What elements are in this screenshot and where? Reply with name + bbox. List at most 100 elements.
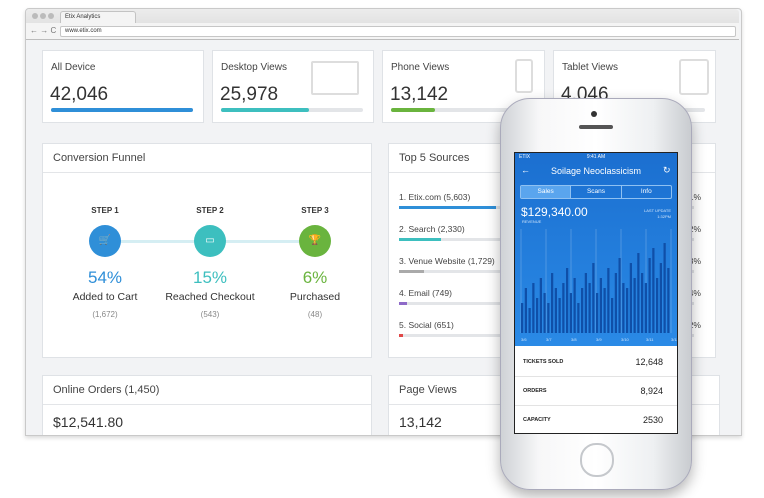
- chart-bar: [562, 283, 565, 333]
- step-percent: 6%: [302, 268, 328, 287]
- progress-fill: [51, 108, 193, 112]
- progress-track: [51, 108, 193, 112]
- chart-bar: [614, 273, 617, 333]
- chart-bar: [618, 258, 621, 333]
- chart-bar: [554, 288, 557, 333]
- source-share: 22%: [683, 224, 701, 234]
- screen-tab[interactable]: Scans: [570, 186, 620, 198]
- update-label: LAST UPDATE: [644, 208, 671, 213]
- source-label: 5. Social (651): [399, 320, 454, 330]
- chart-bar: [528, 308, 531, 333]
- tablet-icon: [679, 59, 709, 95]
- panel-header: Online Orders (1,450): [43, 376, 371, 405]
- chart-date: 3/9: [596, 337, 602, 342]
- step-count: (48): [307, 310, 323, 319]
- chart-bar: [539, 278, 542, 333]
- progress-track: [221, 108, 363, 112]
- nav-buttons[interactable]: ← → C: [30, 26, 57, 35]
- source-label: 2. Search (2,330): [399, 224, 465, 234]
- revenue-label: REVENUE: [522, 219, 542, 224]
- address-bar[interactable]: www.etix.com: [60, 26, 736, 37]
- chart-bar: [521, 303, 524, 333]
- step-percent: 15%: [192, 268, 228, 287]
- step-label: STEP 2: [196, 206, 224, 215]
- step-count: (1,672): [92, 310, 118, 319]
- card-title: All Device: [51, 62, 96, 73]
- stat-label: TICKETS SOLD: [523, 359, 564, 365]
- progress-fill: [221, 108, 310, 112]
- chart-bar: [551, 273, 554, 333]
- chart-bar: [536, 298, 539, 333]
- source-share: 2%: [688, 320, 701, 330]
- chart-bar: [592, 263, 595, 333]
- revenue-chart: 3/6 3/7 3/8 3/9 3/10 3/11 3/12: [520, 229, 677, 342]
- chart-bar: [532, 283, 535, 333]
- screen-tab[interactable]: Info: [620, 186, 671, 198]
- carrier: ETIX: [519, 154, 531, 160]
- window-button[interactable]: [48, 13, 54, 19]
- chart-bar: [637, 253, 640, 333]
- progress-fill: [391, 108, 436, 112]
- chart-bar: [663, 243, 666, 333]
- clock: 9:41 AM: [586, 154, 606, 160]
- stat-card: All Device 42,046: [42, 50, 204, 123]
- chart-bar: [603, 288, 606, 333]
- desktop-icon: [311, 61, 359, 95]
- step-name: Reached Checkout: [165, 291, 255, 303]
- update-time: 1:32PM: [657, 214, 671, 219]
- progress-track: [391, 108, 534, 112]
- source-bar: [399, 270, 424, 273]
- card-value: 25,978: [220, 84, 279, 105]
- tab-bar: Sales Scans Info: [520, 185, 672, 199]
- chart-bar: [599, 278, 602, 333]
- refresh-button[interactable]: ↻: [663, 165, 671, 175]
- phone-screen: ETIX 9:41 AM ← Soilage Neoclassicism ↻ S…: [514, 152, 678, 434]
- step-label: STEP 3: [301, 206, 329, 215]
- source-share: 51%: [683, 192, 701, 202]
- browser-tab[interactable]: Etix Analytics: [60, 11, 136, 23]
- browser-chrome: Etix Analytics ← → C www.etix.com: [26, 9, 739, 40]
- card-value: 42,046: [50, 84, 109, 105]
- source-bar: [399, 206, 496, 209]
- card-title: Tablet Views: [562, 62, 618, 73]
- stat-value: 12,648: [635, 357, 663, 367]
- chart-bar: [543, 293, 546, 333]
- chart-bar: [626, 288, 629, 333]
- home-button[interactable]: [580, 443, 614, 477]
- source-bar: [399, 302, 407, 305]
- source-label: 4. Email (749): [399, 288, 452, 298]
- orders-value: $12,541.80: [53, 414, 124, 430]
- screen-tab[interactable]: Sales: [521, 186, 571, 198]
- phone-icon: [515, 59, 533, 93]
- chart-bar: [659, 263, 662, 333]
- chart-bar: [644, 283, 647, 333]
- window-button[interactable]: [40, 13, 46, 19]
- speaker: [579, 125, 613, 129]
- stat-label: ORDERS: [523, 388, 547, 394]
- panel-title: Online Orders (1,450): [53, 384, 160, 396]
- chart-bar: [569, 293, 572, 333]
- window-button[interactable]: [32, 13, 38, 19]
- revenue: $129,340.00: [521, 205, 588, 219]
- chart-bar: [577, 303, 580, 333]
- source-share: 4%: [688, 288, 701, 298]
- chart-bar: [584, 273, 587, 333]
- funnel-panel: Conversion Funnel STEP 1 🛒 54% Added to Car…: [42, 143, 372, 358]
- chart-bar: [547, 303, 550, 333]
- stat-label: CAPACITY: [523, 417, 551, 423]
- event-title: Soilage Neoclassicism: [550, 166, 642, 176]
- back-button[interactable]: ←: [521, 165, 530, 175]
- pageviews-value: 13,142: [399, 414, 442, 430]
- stat-divider: [515, 405, 677, 406]
- step-percent: 54%: [87, 268, 123, 287]
- chart-bar: [622, 283, 625, 333]
- chart-bar: [611, 298, 614, 333]
- chart-bar: [607, 268, 610, 333]
- step-name: Purchased: [289, 291, 341, 303]
- source-bar: [399, 334, 403, 337]
- step-icon: 🛒: [89, 225, 121, 257]
- step-icon: 🏆: [299, 225, 331, 257]
- chart-bar: [633, 278, 636, 333]
- card-title: Phone Views: [391, 62, 450, 73]
